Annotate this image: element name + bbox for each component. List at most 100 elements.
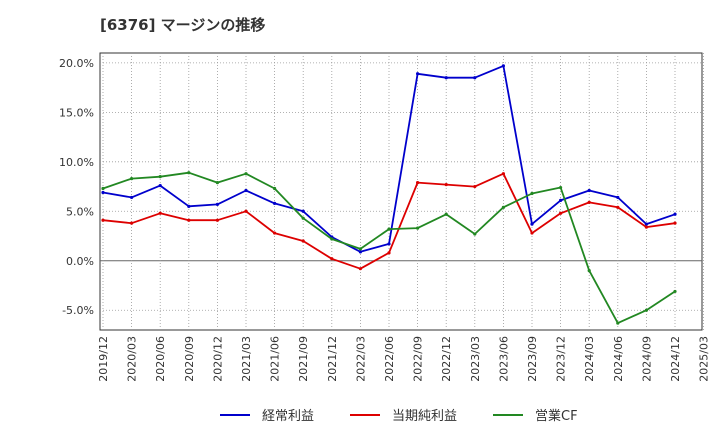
data-point [215, 218, 219, 222]
x-tick-label: 2022/12 [440, 336, 453, 382]
chart-title: [6376] マージンの推移 [100, 16, 266, 34]
data-point [244, 188, 248, 193]
data-point [444, 76, 448, 80]
data-point [444, 182, 448, 187]
data-point [301, 239, 305, 243]
y-axis-ticks: -5.0% 0.0% 5.0% 10.0% 15.0% 20.0% [59, 57, 94, 317]
grid-lines [100, 53, 704, 330]
y-tick-label: 15.0% [59, 106, 94, 119]
data-point [244, 209, 248, 213]
x-tick-label: 2020/12 [211, 336, 224, 382]
legend-label: 営業CF [535, 408, 578, 424]
x-tick-label: 2023/03 [469, 336, 482, 382]
data-point [559, 185, 563, 190]
y-tick-label: 5.0% [66, 205, 94, 218]
y-tick-label: 10.0% [59, 156, 94, 169]
data-point [187, 171, 191, 175]
data-point [644, 308, 649, 312]
x-tick-label: 2023/09 [526, 336, 539, 382]
data-point [187, 204, 191, 208]
data-point [616, 205, 620, 209]
data-point [673, 221, 677, 225]
data-point [644, 222, 649, 226]
x-tick-label: 2022/06 [383, 336, 396, 382]
data-point [387, 242, 391, 246]
data-point [416, 72, 420, 76]
data-point [301, 216, 305, 220]
data-point [473, 184, 477, 189]
x-tick-label: 2024/09 [640, 336, 653, 382]
plot-background [99, 52, 703, 331]
data-point [301, 209, 305, 213]
x-tick-label: 2023/06 [497, 336, 510, 382]
data-point [616, 195, 620, 200]
data-point [673, 289, 677, 294]
data-point [473, 232, 477, 236]
data-point [559, 211, 563, 215]
x-tick-label: 2020/09 [183, 336, 196, 382]
data-point [215, 202, 219, 206]
data-point [501, 64, 505, 68]
legend-label: 経常利益 [262, 409, 314, 424]
data-point [330, 237, 334, 241]
y-tick-label: 20.0% [59, 57, 94, 70]
data-point [130, 195, 134, 200]
data-point [530, 231, 534, 235]
data-point [330, 257, 334, 261]
data-point [358, 247, 362, 251]
x-tick-label: 2021/03 [240, 336, 253, 382]
x-tick-label: 2023/12 [555, 336, 568, 382]
data-point [130, 221, 134, 225]
x-tick-label: 2020/03 [126, 336, 139, 382]
x-tick-label: 2025/03 [698, 336, 711, 382]
data-point [158, 183, 162, 188]
data-point [501, 205, 505, 209]
x-tick-label: 2021/09 [297, 336, 310, 382]
data-point [358, 250, 362, 254]
data-point [101, 218, 105, 222]
data-point [587, 269, 591, 273]
x-tick-label: 2024/03 [583, 336, 596, 382]
data-point [501, 172, 505, 176]
data-point [187, 218, 191, 222]
data-point [158, 175, 162, 179]
x-tick-label: 2021/12 [326, 336, 339, 382]
data-point [273, 201, 277, 205]
x-tick-label: 2020/06 [154, 336, 167, 382]
series-lines [101, 64, 677, 325]
data-point [530, 191, 534, 196]
data-point [130, 177, 134, 181]
data-point [473, 76, 477, 80]
data-point [673, 212, 677, 216]
x-tick-label: 2024/06 [612, 336, 625, 382]
x-tick-label: 2024/12 [669, 336, 682, 382]
data-point [101, 190, 105, 195]
data-point [559, 198, 563, 203]
data-point [416, 226, 420, 230]
data-point [273, 231, 277, 235]
data-point [244, 172, 248, 176]
x-tick-label: 2022/09 [412, 336, 425, 382]
y-tick-label: -5.0% [62, 304, 94, 317]
x-axis-ticks: 2019/12 2020/03 2020/06 2020/09 2020/12 2021/… [97, 336, 711, 382]
data-point [158, 211, 162, 215]
data-point [416, 180, 420, 185]
data-point [387, 227, 391, 231]
data-point [101, 186, 105, 191]
data-point [616, 321, 620, 325]
data-point [273, 186, 277, 191]
x-tick-label: 2019/12 [97, 336, 110, 382]
data-point [215, 180, 219, 185]
x-tick-label: 2021/06 [269, 336, 282, 382]
legend: 経常利益 当期純利益 営業CF [220, 408, 578, 424]
legend-label: 当期純利益 [392, 409, 457, 424]
data-point [444, 212, 448, 216]
x-tick-label: 2022/03 [354, 336, 367, 382]
data-point [587, 200, 591, 204]
data-point [530, 222, 534, 226]
y-tick-label: 0.0% [66, 255, 94, 268]
data-point [358, 267, 362, 271]
data-point [387, 251, 391, 255]
data-point [644, 225, 649, 229]
